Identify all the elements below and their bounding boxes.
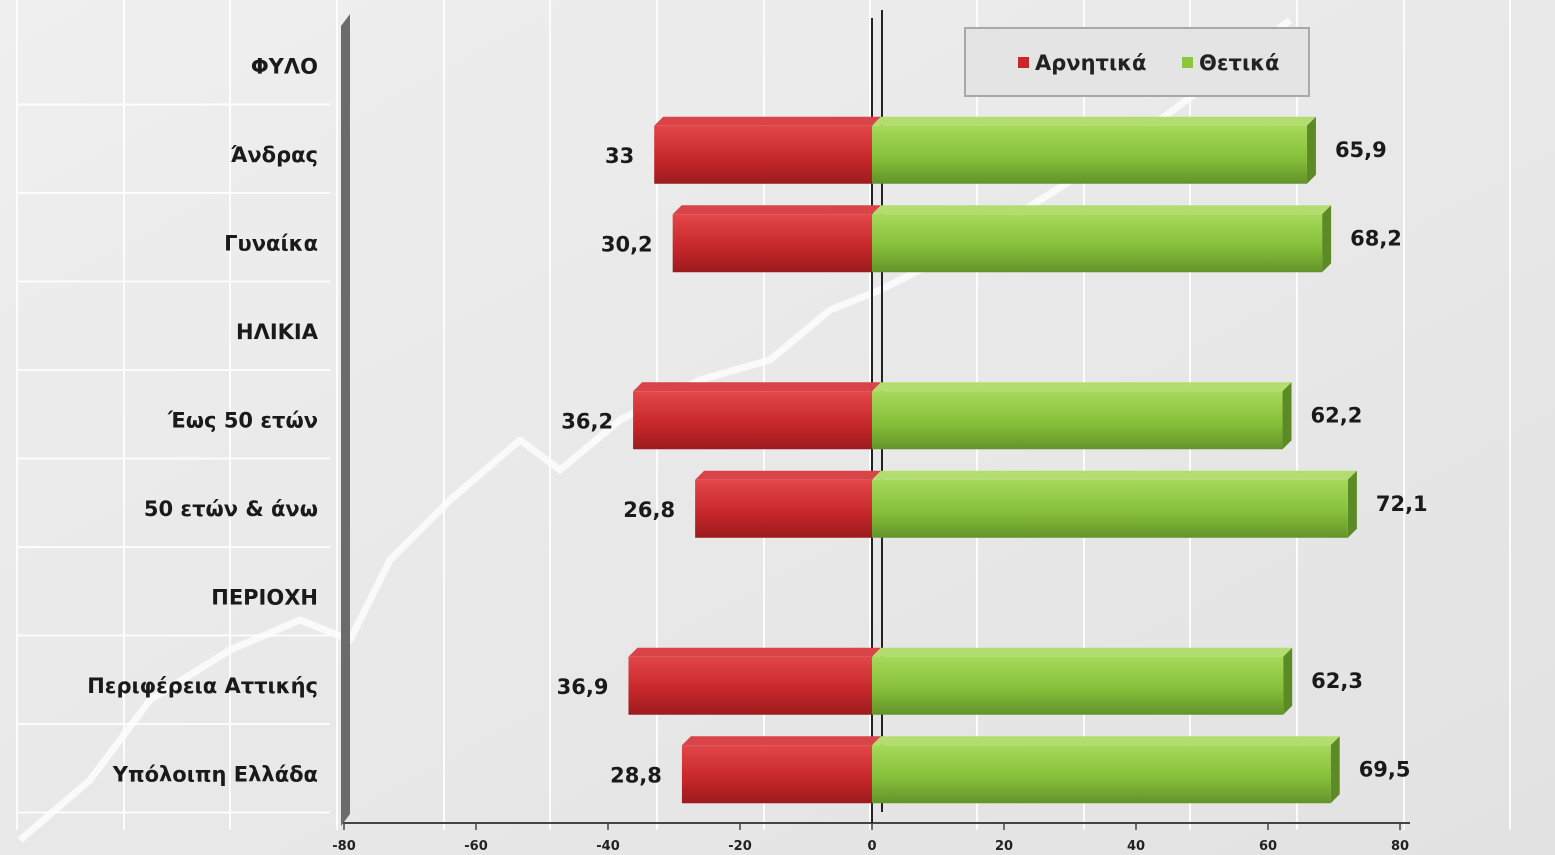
positive-value-label: 68,2 <box>1350 226 1402 250</box>
x-tick-label: 0 <box>867 839 876 854</box>
bar-negative-top <box>628 647 881 657</box>
negative-value-label: 36,2 <box>561 409 613 433</box>
category-label: Έως 50 ετών <box>167 408 318 432</box>
legend-label: Αρνητικά <box>1035 51 1146 75</box>
group-header-label: ΗΛΙΚΙΑ <box>236 320 319 344</box>
x-tick-label: 40 <box>1127 839 1145 854</box>
bar-positive-top <box>872 205 1332 215</box>
bar-negative <box>654 125 872 184</box>
bar-negative-top <box>672 205 881 215</box>
bar-positive-top <box>872 647 1293 657</box>
bar-negative <box>695 479 872 538</box>
bar-negative <box>628 656 872 715</box>
bar-positive <box>872 479 1348 538</box>
positive-value-label: 72,1 <box>1376 492 1428 516</box>
negative-value-label: 36,9 <box>557 675 609 699</box>
category-label: 50 ετών & άνω <box>144 497 318 521</box>
x-tick-label: 60 <box>1259 839 1277 854</box>
negative-value-label: 26,8 <box>623 498 675 522</box>
bar-negative-top <box>654 116 881 126</box>
bar-negative-top <box>633 382 881 392</box>
category-label: Περιφέρεια Αττικής <box>87 674 318 698</box>
positive-value-label: 69,5 <box>1359 757 1411 781</box>
x-tick-label: 80 <box>1391 839 1409 854</box>
bar-positive-top <box>872 470 1357 480</box>
group-header-label: ΠΕΡΙΟΧΗ <box>211 585 318 609</box>
bar-positive-side <box>1306 116 1316 184</box>
bar-positive-side <box>1330 736 1340 804</box>
positive-value-label: 65,9 <box>1335 138 1387 162</box>
bar-positive-side <box>1282 382 1292 450</box>
bar-positive-top <box>872 382 1292 392</box>
category-label: Υπόλοιπη Ελλάδα <box>112 762 318 786</box>
bar-positive-top <box>872 116 1316 126</box>
bar-positive-side <box>1347 470 1357 538</box>
positive-value-label: 62,3 <box>1311 669 1363 693</box>
x-tick-label: -60 <box>464 839 488 854</box>
x-tick-label: -40 <box>596 839 620 854</box>
negative-value-label: 28,8 <box>610 763 662 787</box>
bar-positive-side <box>1322 205 1332 273</box>
bar-positive-side <box>1283 647 1293 715</box>
bar-positive <box>872 391 1283 450</box>
bar-negative <box>633 391 872 450</box>
bar-positive <box>872 745 1331 804</box>
x-tick-label: -80 <box>332 839 356 854</box>
bar-positive <box>872 656 1284 715</box>
legend-swatch <box>1182 57 1193 68</box>
group-header-label: ΦΥΛΟ <box>251 54 318 78</box>
category-label: Γυναίκα <box>224 231 318 255</box>
bar-positive-top <box>872 736 1340 746</box>
bar-negative-top <box>695 470 881 480</box>
bar-negative-top <box>681 736 881 746</box>
bar-positive <box>872 214 1323 273</box>
bar-negative <box>681 745 872 804</box>
bar-positive <box>872 125 1307 184</box>
negative-value-label: 30,2 <box>601 232 653 256</box>
x-tick-label: -20 <box>728 839 752 854</box>
bar-negative <box>672 214 872 273</box>
positive-value-label: 62,2 <box>1311 403 1363 427</box>
labels-layer: ΦΥΛΟ Άνδρας 33 65,9 Γυναίκα 30,2 68,2 ΗΛΙΚΙΑ Έως… <box>87 54 1427 787</box>
legend-label: Θετικά <box>1199 51 1279 75</box>
legend: Αρνητικά Θετικά <box>964 27 1310 97</box>
category-label: Άνδρας <box>231 143 318 167</box>
bars-layer <box>628 116 1357 804</box>
negative-value-label: 33 <box>605 144 634 168</box>
legend-swatch <box>1018 57 1029 68</box>
x-tick-label: 20 <box>995 839 1013 854</box>
y-axis-wall <box>341 14 350 826</box>
